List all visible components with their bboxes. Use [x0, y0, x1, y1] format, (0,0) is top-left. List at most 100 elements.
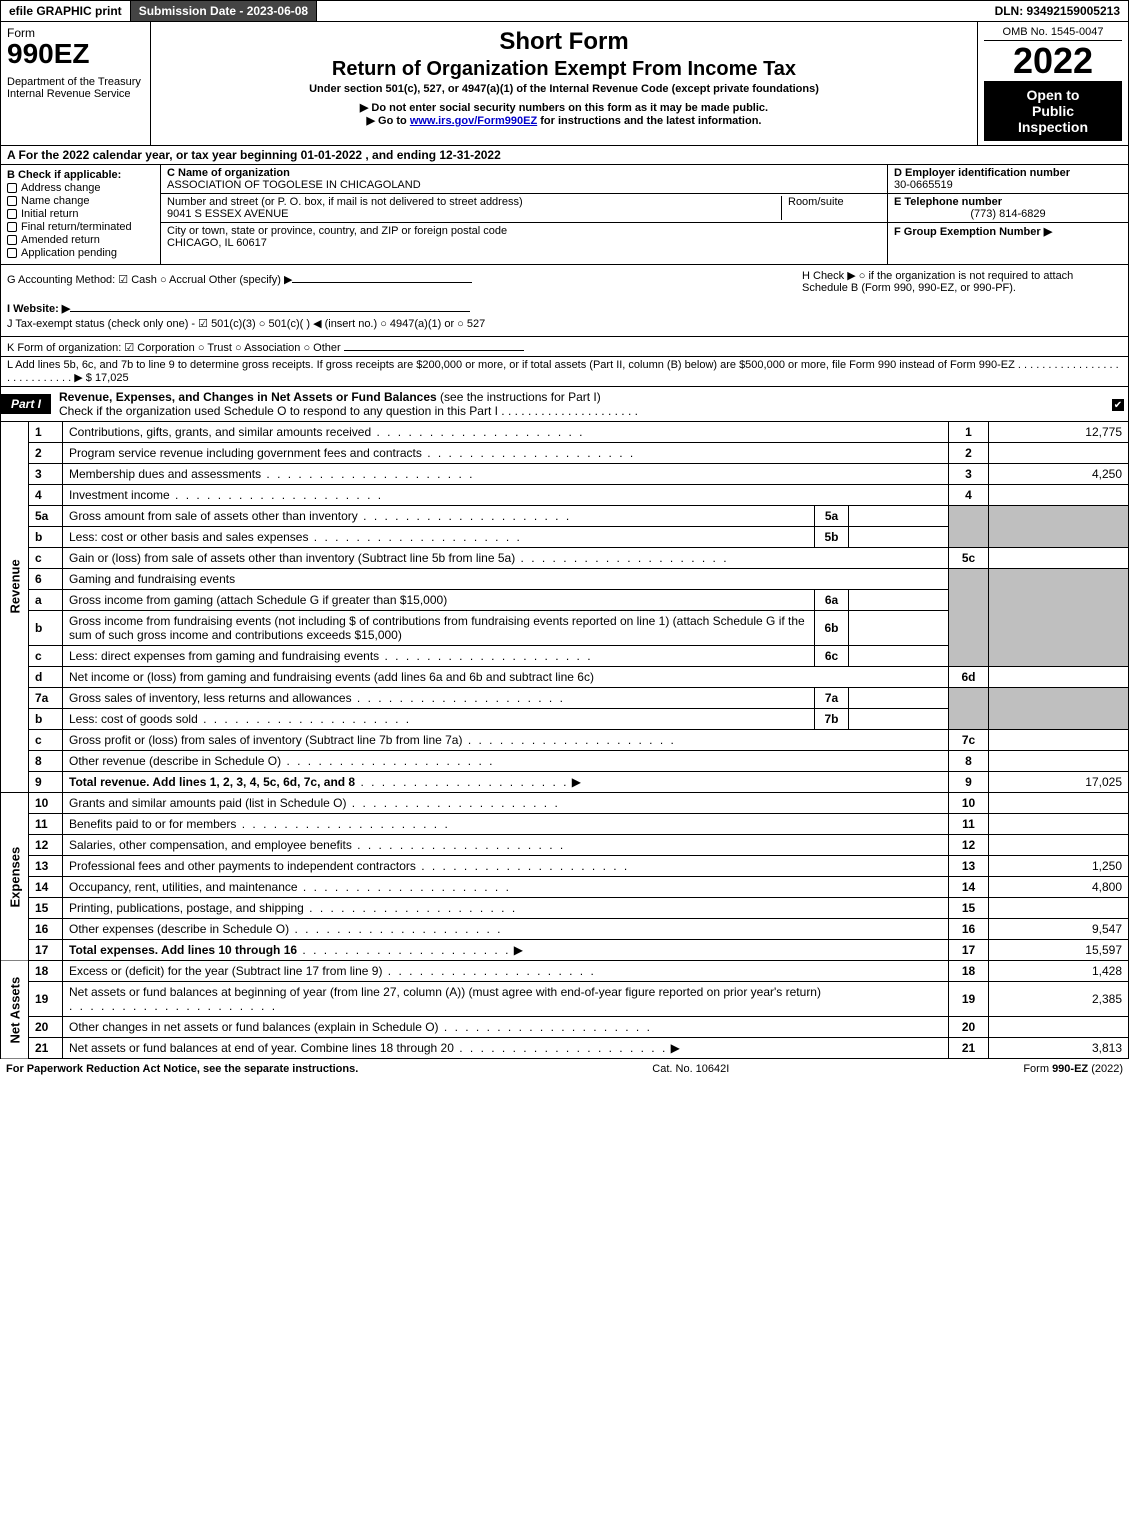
line-7a: 7a Gross sales of inventory, less return…: [1, 687, 1129, 708]
check-final-return[interactable]: Final return/terminated: [7, 221, 154, 233]
part-i-title: Revenue, Expenses, and Changes in Net As…: [51, 387, 1108, 421]
submission-date: Submission Date - 2023-06-08: [131, 1, 317, 21]
amt-19: 2,385: [989, 981, 1129, 1016]
revenue-table: Revenue 1 Contributions, gifts, grants, …: [0, 422, 1129, 793]
footer-center: Cat. No. 10642I: [652, 1063, 729, 1075]
line-1: Revenue 1 Contributions, gifts, grants, …: [1, 422, 1129, 443]
note-goto-post: for instructions and the latest informat…: [540, 115, 761, 127]
org-name: ASSOCIATION OF TOGOLESE IN CHICAGOLAND: [167, 179, 421, 191]
section-d-e-f: D Employer identification number 30-0665…: [888, 165, 1128, 264]
line-5a: 5a Gross amount from sale of assets othe…: [1, 505, 1129, 526]
line-6: 6 Gaming and fundraising events: [1, 568, 1129, 589]
amt-15: [989, 897, 1129, 918]
amt-18: 1,428: [989, 961, 1129, 982]
section-i: I Website: ▶: [7, 300, 1122, 315]
footer: For Paperwork Reduction Act Notice, see …: [0, 1059, 1129, 1079]
amt-8: [989, 750, 1129, 771]
ein-label: D Employer identification number: [894, 167, 1070, 179]
val-7a: [849, 687, 949, 708]
amt-3: 4,250: [989, 463, 1129, 484]
amt-1: 12,775: [989, 422, 1129, 443]
expenses-table: Expenses 10 Grants and similar amounts p…: [0, 793, 1129, 961]
open-line2: Public: [988, 103, 1118, 119]
form-number: 990EZ: [7, 40, 144, 68]
header-center: Short Form Return of Organization Exempt…: [151, 22, 978, 145]
note-goto: ▶ Go to www.irs.gov/Form990EZ for instru…: [159, 114, 969, 127]
footer-right: Form 990-EZ (2022): [1023, 1063, 1123, 1075]
header-left: Form 990EZ Department of the Treasury In…: [1, 22, 151, 145]
line-12: 12 Salaries, other compensation, and emp…: [1, 834, 1129, 855]
form-header: Form 990EZ Department of the Treasury In…: [0, 22, 1129, 146]
amt-16: 9,547: [989, 918, 1129, 939]
arrow-icon: [510, 943, 523, 957]
check-initial-return[interactable]: Initial return: [7, 208, 154, 220]
header-right: OMB No. 1545-0047 2022 Open to Public In…: [978, 22, 1128, 145]
expenses-side-label: Expenses: [1, 793, 29, 961]
open-line1: Open to: [988, 87, 1118, 103]
irs-link[interactable]: www.irs.gov/Form990EZ: [410, 115, 537, 127]
subtitle: Under section 501(c), 527, or 4947(a)(1)…: [159, 83, 969, 95]
netassets-table: Net Assets 18 Excess or (deficit) for th…: [0, 961, 1129, 1059]
note-ssn: ▶ Do not enter social security numbers o…: [159, 101, 969, 114]
title-short-form: Short Form: [159, 28, 969, 56]
amt-17: 15,597: [989, 939, 1129, 960]
accounting-other-field[interactable]: [292, 271, 472, 283]
section-k: K Form of organization: ☑ Corporation ○ …: [0, 337, 1129, 357]
part-i-checkbox[interactable]: ✔: [1108, 397, 1128, 411]
check-application-pending[interactable]: Application pending: [7, 247, 154, 259]
dept-treasury: Department of the Treasury: [7, 76, 144, 88]
section-b-header: B Check if applicable:: [7, 169, 154, 181]
line-8: 8 Other revenue (describe in Schedule O)…: [1, 750, 1129, 771]
middle-block: H Check ▶ ○ if the organization is not r…: [0, 265, 1129, 337]
irs-label: Internal Revenue Service: [7, 88, 144, 100]
line-10: Expenses 10 Grants and similar amounts p…: [1, 793, 1129, 814]
check-amended-return[interactable]: Amended return: [7, 234, 154, 246]
amt-2: [989, 442, 1129, 463]
line-17: 17 Total expenses. Add lines 10 through …: [1, 939, 1129, 960]
org-name-label: C Name of organization: [167, 167, 290, 179]
line-4: 4 Investment income 4: [1, 484, 1129, 505]
line-14: 14 Occupancy, rent, utilities, and maint…: [1, 876, 1129, 897]
section-j: J Tax-exempt status (check only one) - ☑…: [7, 317, 1122, 330]
phone-value: (773) 814-6829: [894, 208, 1122, 220]
info-block: B Check if applicable: Address change Na…: [0, 165, 1129, 265]
line-3: 3 Membership dues and assessments 3 4,25…: [1, 463, 1129, 484]
top-bar: efile GRAPHIC print Submission Date - 20…: [0, 0, 1129, 22]
ein-value: 30-0665519: [894, 179, 953, 191]
section-h: H Check ▶ ○ if the organization is not r…: [802, 269, 1122, 294]
omb-number: OMB No. 1545-0047: [984, 26, 1122, 41]
check-address-change[interactable]: Address change: [7, 182, 154, 194]
section-b: B Check if applicable: Address change Na…: [1, 165, 161, 264]
city-value: CHICAGO, IL 60617: [167, 237, 267, 249]
title-return: Return of Organization Exempt From Incom…: [159, 58, 969, 81]
amt-7c: [989, 729, 1129, 750]
open-public-badge: Open to Public Inspection: [984, 81, 1122, 141]
line-19: 19 Net assets or fund balances at beginn…: [1, 981, 1129, 1016]
efile-label: efile GRAPHIC print: [1, 1, 131, 21]
gross-receipts: 17,025: [95, 372, 129, 384]
part-i-check-line: Check if the organization used Schedule …: [59, 404, 638, 418]
street-value: 9041 S ESSEX AVENUE: [167, 208, 288, 220]
line-2: 2 Program service revenue including gove…: [1, 442, 1129, 463]
amt-6d: [989, 666, 1129, 687]
dln-number: DLN: 93492159005213: [987, 1, 1128, 21]
street-label: Number and street (or P. O. box, if mail…: [167, 196, 523, 208]
line-15: 15 Printing, publications, postage, and …: [1, 897, 1129, 918]
amt-5c: [989, 547, 1129, 568]
open-line3: Inspection: [988, 119, 1118, 135]
amt-4: [989, 484, 1129, 505]
amt-10: [989, 793, 1129, 814]
website-field[interactable]: [70, 300, 470, 312]
val-5b: [849, 526, 949, 547]
val-6a: [849, 589, 949, 610]
part-i-label: Part I: [1, 394, 51, 414]
org-other-field[interactable]: [344, 339, 524, 351]
line-21: 21 Net assets or fund balances at end of…: [1, 1037, 1129, 1058]
footer-left: For Paperwork Reduction Act Notice, see …: [6, 1063, 358, 1075]
part-i-header: Part I Revenue, Expenses, and Changes in…: [0, 387, 1129, 422]
group-exemption-label: F Group Exemption Number ▶: [894, 226, 1052, 238]
line-18: Net Assets 18 Excess or (deficit) for th…: [1, 961, 1129, 982]
val-6c: [849, 645, 949, 666]
phone-label: E Telephone number: [894, 196, 1002, 208]
check-name-change[interactable]: Name change: [7, 195, 154, 207]
